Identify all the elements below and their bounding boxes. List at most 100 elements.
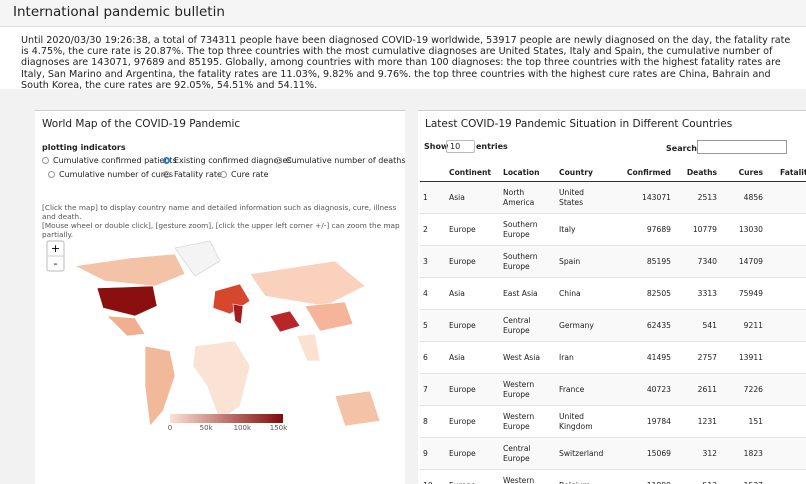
radio-option[interactable]: Cumulative number of cures <box>48 170 173 179</box>
page-size-select[interactable]: 10 <box>446 140 475 153</box>
legend-tick: 150k <box>270 424 288 432</box>
column-header[interactable]: Deaths <box>674 163 720 182</box>
table-cell: 85195 <box>610 246 674 278</box>
table-panel: Latest COVID-19 Pandemic Situation in Di… <box>418 110 806 484</box>
table-cell: 13030 <box>720 214 766 246</box>
zoom-in[interactable]: + <box>51 242 60 255</box>
column-header[interactable]: Confirmed <box>610 163 674 182</box>
table-cell: Europe <box>446 214 500 246</box>
table-cell: Asia <box>446 342 500 374</box>
table-cell: 1231 <box>674 406 720 438</box>
table-cell: 143071 <box>610 182 674 214</box>
column-header[interactable]: Cures <box>720 163 766 182</box>
table-cell: 11899 <box>610 470 674 484</box>
radio-dot[interactable] <box>42 157 49 164</box>
table-cell: 9211 <box>720 310 766 342</box>
show-label: Show <box>424 142 448 151</box>
table-cell: 312 <box>674 438 720 470</box>
legend-tick: 100k <box>234 424 252 432</box>
indicators-label: plotting indicators <box>42 143 126 152</box>
table-cell: Western Europe <box>500 406 556 438</box>
table-cell: Asia <box>446 182 500 214</box>
table-cell: France <box>556 374 610 406</box>
radio-dot[interactable] <box>220 171 227 178</box>
table-cell: 75949 <box>720 278 766 310</box>
index-header <box>420 163 446 182</box>
radio-option[interactable]: Cumulative number of deaths <box>275 156 405 165</box>
table-cell: 4 <box>420 278 446 310</box>
entries-label: entries <box>476 142 508 151</box>
table-cell: Southern Europe <box>500 214 556 246</box>
column-header[interactable]: Continent <box>446 163 500 182</box>
table-cell: 62435 <box>610 310 674 342</box>
table-cell: 4.02 <box>766 278 806 310</box>
table-cell: 151 <box>720 406 766 438</box>
search-input[interactable] <box>697 140 787 154</box>
table-cell: 1 <box>420 182 446 214</box>
radio-option[interactable]: Existing confirmed diagnoses <box>163 156 292 165</box>
table-cell: 8.62 <box>766 246 806 278</box>
column-header[interactable]: Country <box>556 163 610 182</box>
table-cell: Europe <box>446 438 500 470</box>
table-cell: 2 <box>420 214 446 246</box>
panel-title: World Map of the COVID-19 Pandemic <box>42 118 240 130</box>
table-cell: 13911 <box>720 342 766 374</box>
radio-dot[interactable] <box>163 171 170 178</box>
table-cell: United Kingdom <box>556 406 610 438</box>
table-cell: Central Europe <box>500 310 556 342</box>
column-header[interactable]: Fatality(%) <box>766 163 806 182</box>
table-cell: Europe <box>446 374 500 406</box>
table-cell: 82505 <box>610 278 674 310</box>
table-cell: 7340 <box>674 246 720 278</box>
search-label: Search: <box>666 144 700 153</box>
table-cell: Italy <box>556 214 610 246</box>
table-cell: Western Europe <box>500 470 556 484</box>
radio-option[interactable]: Cure rate <box>220 170 268 179</box>
table-cell: Iran <box>556 342 610 374</box>
radio-dot[interactable] <box>48 171 55 178</box>
table-cell: 3313 <box>674 278 720 310</box>
table-cell: 0.87 <box>766 310 806 342</box>
radio-dot[interactable] <box>163 157 170 164</box>
radio-label: Cure rate <box>231 170 268 179</box>
table-row: 10EuropeWestern EuropeBelgium11899513152… <box>420 470 806 484</box>
table-cell: 40723 <box>610 374 674 406</box>
table-cell: North America <box>500 182 556 214</box>
table-cell: Switzerland <box>556 438 610 470</box>
table-cell: 1527 <box>720 470 766 484</box>
table-cell: 19784 <box>610 406 674 438</box>
countries <box>75 241 380 426</box>
table-cell: 7226 <box>720 374 766 406</box>
table-cell: 5 <box>420 310 446 342</box>
radio-label: Existing confirmed diagnoses <box>174 156 292 165</box>
legend-tick: 0 <box>168 424 172 432</box>
table-cell: 1.76 <box>766 182 806 214</box>
table-cell: 3 <box>420 246 446 278</box>
column-header[interactable]: Location <box>500 163 556 182</box>
table-cell: Central Europe <box>500 438 556 470</box>
radio-option[interactable]: Cumulative confirmed patients <box>42 156 177 165</box>
radio-option[interactable]: Fatality rate <box>163 170 222 179</box>
table-cell: West Asia <box>500 342 556 374</box>
radio-dot[interactable] <box>275 157 282 164</box>
table-cell: Europe <box>446 310 500 342</box>
table-cell: Spain <box>556 246 610 278</box>
table-cell: East Asia <box>500 278 556 310</box>
table-cell: Europe <box>446 246 500 278</box>
table-cell: Western Europe <box>500 374 556 406</box>
table-cell: 2611 <box>674 374 720 406</box>
radio-label: Fatality rate <box>174 170 222 179</box>
table-cell: United States <box>556 182 610 214</box>
table-cell: 15069 <box>610 438 674 470</box>
zoom-out[interactable]: - <box>54 257 58 270</box>
radio-label: Cumulative number of cures <box>59 170 173 179</box>
